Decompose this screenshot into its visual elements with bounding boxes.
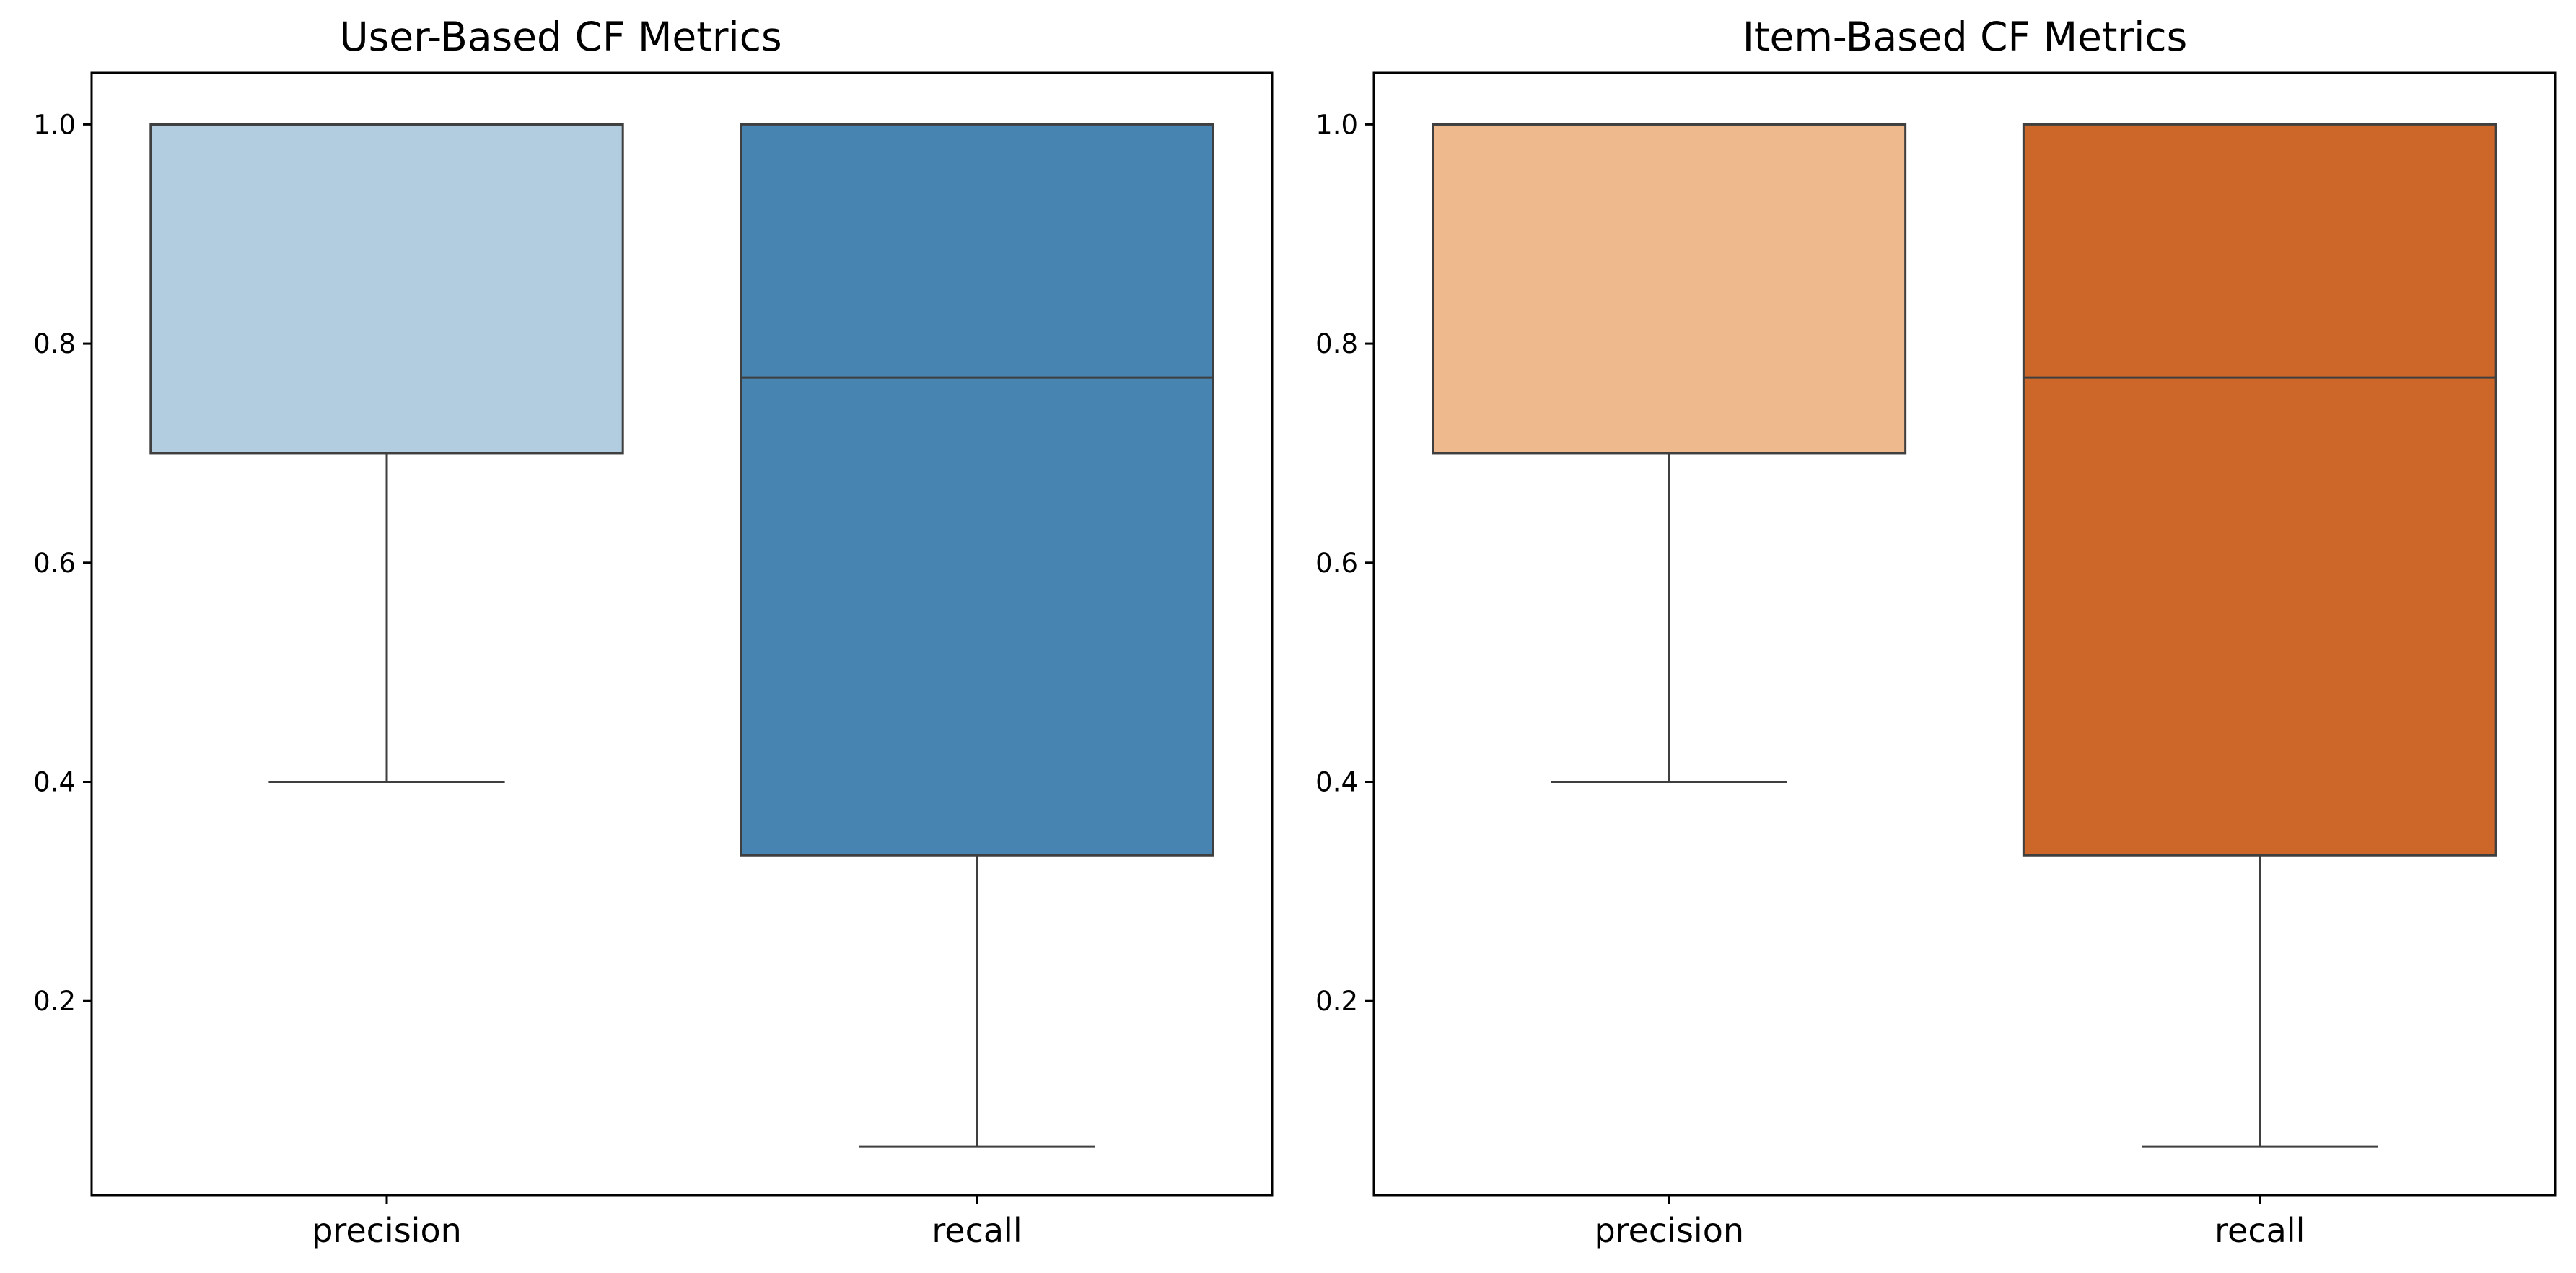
- left-subplot: User-Based CF Metrics 0.2 0.4 0.6 0.8 1.0 pr…: [33, 14, 1274, 1250]
- box-precision: [149, 123, 624, 784]
- ytick-label: 0.8: [1315, 328, 1358, 359]
- ytick-label: 1.0: [33, 109, 76, 140]
- box-body: [149, 123, 624, 455]
- right-subplot-xticks: precision recall: [1594, 1195, 2305, 1250]
- ytick-label: 0.8: [33, 328, 76, 359]
- ytick-label: 0.4: [1315, 767, 1358, 798]
- box-recall: [740, 123, 1214, 1148]
- box-recall: [2022, 123, 2497, 1148]
- ytick-label: 0.2: [1315, 986, 1358, 1017]
- box-body: [1432, 123, 1907, 455]
- left-subplot-frame: [90, 71, 1274, 1197]
- xtick-label: precision: [312, 1211, 462, 1250]
- left-subplot-title: User-Based CF Metrics: [339, 14, 781, 60]
- left-subplot-yticks: 0.2 0.4 0.6 0.8 1.0: [33, 109, 92, 1017]
- ytick-label: 0.6: [1315, 548, 1358, 579]
- ytick-label: 0.6: [33, 548, 76, 579]
- left-subplot-marks: [149, 123, 1214, 1148]
- ytick-label: 1.0: [1315, 109, 1358, 140]
- xtick-label: recall: [2214, 1211, 2305, 1250]
- box-body: [740, 123, 1214, 857]
- ytick-label: 0.4: [33, 767, 76, 798]
- left-subplot-xticks: precision recall: [312, 1195, 1022, 1250]
- right-subplot: Item-Based CF Metrics 0.2 0.4 0.6 0.8 1.0 pr…: [1315, 14, 2557, 1250]
- right-subplot-yticks: 0.2 0.4 0.6 0.8 1.0: [1315, 109, 1374, 1017]
- ytick-label: 0.2: [33, 986, 76, 1017]
- xtick-label: precision: [1594, 1211, 1744, 1250]
- xtick-label: recall: [932, 1211, 1022, 1250]
- right-subplot-title: Item-Based CF Metrics: [1743, 14, 2188, 60]
- box-precision: [1432, 123, 1907, 784]
- right-subplot-frame: [1372, 71, 2557, 1197]
- box-body: [2022, 123, 2497, 857]
- right-subplot-marks: [1432, 123, 2497, 1148]
